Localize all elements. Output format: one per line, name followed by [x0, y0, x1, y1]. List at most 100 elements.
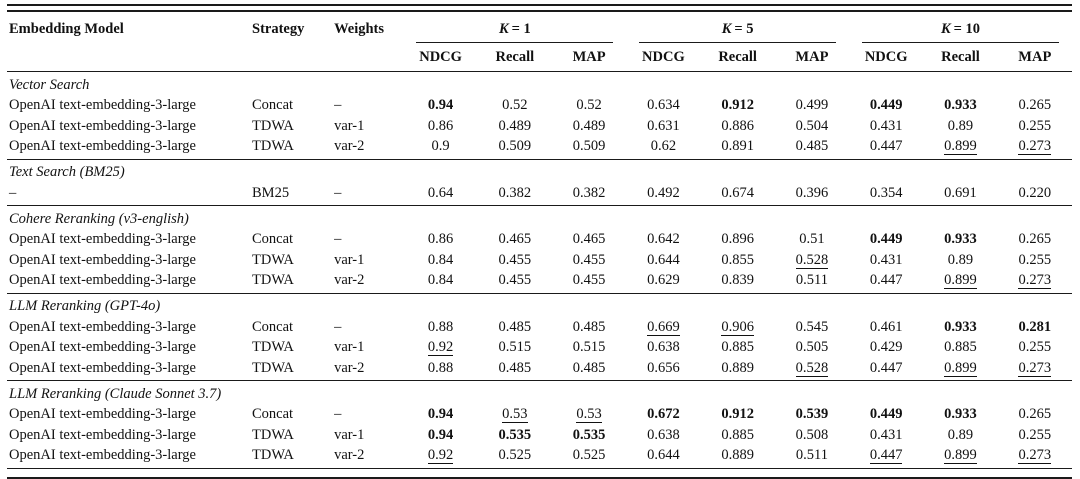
cell-map-k10: 0.281: [998, 317, 1072, 338]
section-title: Text Search (BM25): [9, 164, 125, 180]
cell-strategy: TDWA: [252, 426, 294, 443]
cell-recall-k5: 0.906: [701, 317, 775, 338]
cell-weights: var-1: [334, 339, 365, 355]
metric-value: 0.89: [947, 117, 974, 134]
metric-value: 0.265: [1018, 97, 1052, 113]
table-row: OpenAI text-embedding-3-large Concat – 0.86…: [7, 229, 1072, 250]
metric-value: 0.273: [1018, 359, 1052, 377]
cell-map-k5: 0.528: [775, 358, 849, 381]
cell-map-k5: 0.485: [775, 136, 849, 159]
section-4: LLM Reranking (Claude Sonnet 3.7) OpenAI …: [7, 380, 1072, 469]
cell-map-k5: 0.539: [775, 404, 849, 425]
cell-strategy: BM25: [252, 184, 290, 201]
cell-map-k5: 0.508: [775, 425, 849, 446]
column-header-strategy: Strategy: [250, 11, 333, 72]
cell-weights: var-2: [334, 272, 365, 288]
section-1: Text Search (BM25) – BM25 – 0.64 0.382 0.382 0.…: [7, 159, 1072, 206]
table-row: OpenAI text-embedding-3-large TDWA var-1 0.…: [7, 250, 1072, 271]
results-table: Embedding Model Strategy Weights K = 1 K =…: [7, 10, 1072, 469]
metric-value: 0.255: [1018, 426, 1052, 443]
cell-embedding-model: OpenAI text-embedding-3-large: [9, 138, 196, 154]
group-header-k10: K = 10: [849, 11, 1072, 43]
metric-value: 0.504: [795, 117, 829, 134]
cell-recall-k1: 0.455: [478, 270, 552, 293]
cell-strategy: TDWA: [252, 251, 294, 268]
metric-value: 0.273: [1018, 272, 1052, 289]
metric-value: 0.281: [1018, 318, 1052, 335]
metric-value: 0.86: [427, 231, 454, 247]
metric-value: 0.92: [427, 339, 454, 356]
metric-value: 0.88: [427, 359, 454, 376]
k-value: = 1: [511, 21, 531, 37]
column-header-weights: Weights: [332, 11, 404, 72]
cell-recall-k10: 0.899: [923, 445, 997, 468]
metric-value: 0.508: [795, 426, 829, 443]
cell-ndcg-k1: 0.64: [403, 183, 477, 206]
cell-strategy: TDWA: [252, 339, 294, 355]
metric-value: 0.382: [572, 184, 606, 201]
cell-ndcg-k5: 0.669: [626, 317, 700, 338]
metric-value: 0.644: [647, 447, 680, 463]
cell-embedding-model: OpenAI text-embedding-3-large: [9, 231, 196, 247]
cell-map-k10: 0.255: [998, 250, 1072, 271]
cell-weights: –: [334, 97, 342, 113]
metric-value: 0.489: [572, 117, 606, 134]
cell-ndcg-k1: 0.86: [403, 229, 477, 250]
cell-map-k10: 0.273: [998, 136, 1072, 159]
metric-value: 0.889: [721, 359, 754, 376]
cell-ndcg-k10: 0.447: [849, 445, 923, 468]
cell-map-k1: 0.489: [552, 116, 626, 137]
section-title-row: Vector Search: [7, 72, 1072, 96]
section-0: Vector Search OpenAI text-embedding-3-lar…: [7, 71, 1072, 160]
metric-value: 0.885: [721, 426, 754, 443]
cell-recall-k5: 0.912: [701, 404, 775, 425]
table-row: OpenAI text-embedding-3-large TDWA var-1 0.…: [7, 116, 1072, 137]
cell-map-k1: 0.465: [552, 229, 626, 250]
metric-value: 0.455: [572, 251, 606, 268]
cell-strategy: TDWA: [252, 359, 294, 376]
metric-value: 0.674: [721, 184, 754, 201]
metric-value: 0.906: [721, 318, 754, 336]
cell-map-k5: 0.528: [775, 250, 849, 271]
metric-value: 0.382: [498, 184, 532, 201]
cell-map-k5: 0.511: [775, 270, 849, 293]
column-header-map-k1: MAP: [551, 42, 627, 72]
metric-value: 0.885: [721, 339, 754, 355]
cell-recall-k5: 0.885: [701, 337, 775, 358]
cell-embedding-model: OpenAI text-embedding-3-large: [9, 339, 196, 355]
cell-ndcg-k1: 0.94: [403, 425, 477, 446]
cell-embedding-model: –: [9, 184, 17, 201]
cell-recall-k1: 0.515: [478, 337, 552, 358]
k-symbol: K: [498, 21, 509, 37]
cell-weights: var-1: [334, 251, 365, 268]
cell-ndcg-k5: 0.638: [626, 337, 700, 358]
cell-strategy: Concat: [252, 97, 294, 113]
metric-value: 0.485: [572, 359, 606, 376]
cell-ndcg-k1: 0.88: [403, 358, 477, 381]
cell-ndcg-k5: 0.629: [626, 270, 700, 293]
cell-map-k1: 0.515: [552, 337, 626, 358]
cell-strategy: TDWA: [252, 272, 294, 288]
cell-ndcg-k5: 0.634: [626, 95, 700, 116]
cell-ndcg-k1: 0.92: [403, 445, 477, 468]
cell-map-k1: 0.509: [552, 136, 626, 159]
cell-weights: var-2: [334, 359, 365, 376]
cell-recall-k10: 0.89: [923, 425, 997, 446]
metric-value: 0.53: [502, 406, 528, 423]
metric-value: 0.638: [647, 339, 680, 355]
table-row: OpenAI text-embedding-3-large TDWA var-1 0.…: [7, 425, 1072, 446]
section-3: LLM Reranking (GPT-4o) OpenAI text-embedd…: [7, 293, 1072, 381]
metric-value: 0.265: [1018, 231, 1052, 247]
cell-strategy: Concat: [252, 231, 294, 247]
cell-weights: var-2: [334, 138, 365, 154]
cell-ndcg-k10: 0.431: [849, 425, 923, 446]
group-header-k1: K = 1: [403, 11, 626, 43]
cell-ndcg-k1: 0.94: [403, 404, 477, 425]
cell-map-k10: 0.265: [998, 95, 1072, 116]
metric-value: 0.94: [427, 406, 454, 422]
metric-value: 0.889: [721, 447, 754, 463]
cell-map-k10: 0.255: [998, 337, 1072, 358]
cell-map-k10: 0.273: [998, 358, 1072, 381]
cell-embedding-model: OpenAI text-embedding-3-large: [9, 251, 196, 268]
